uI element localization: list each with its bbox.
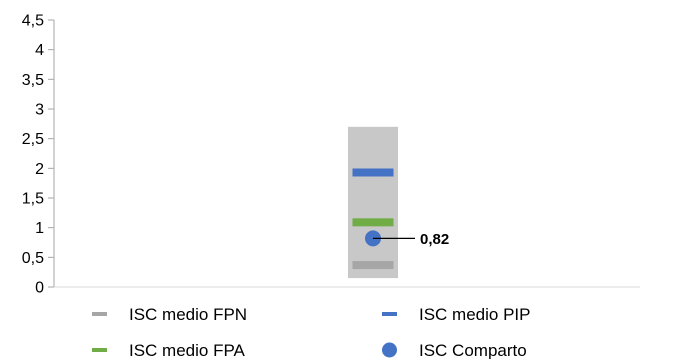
legend-swatch-isc-medio-fpn bbox=[92, 312, 107, 316]
y-tick-label: 4,5 bbox=[22, 13, 44, 30]
y-tick-label: 1 bbox=[35, 220, 44, 237]
legend-label-isc-medio-pip: ISC medio PIP bbox=[419, 305, 531, 324]
legend-swatch-isc-medio-fpa bbox=[92, 348, 107, 352]
y-tick-label: 4 bbox=[35, 42, 44, 59]
legend: ISC medio FPN ISC medio PIP ISC medio FPA I… bbox=[92, 305, 531, 359]
y-tick-label: 0,5 bbox=[22, 250, 44, 267]
mark-isc-medio-fpa bbox=[352, 218, 394, 227]
y-tick-label: 1,5 bbox=[22, 191, 44, 208]
range-band bbox=[348, 126, 398, 279]
y-tick-label: 3,5 bbox=[22, 72, 44, 89]
legend-label-isc-comparto: ISC Comparto bbox=[419, 341, 527, 359]
legend-label-isc-medio-fpn: ISC medio FPN bbox=[129, 305, 247, 324]
mark-isc-medio-pip bbox=[352, 168, 394, 177]
y-tick-label: 2,5 bbox=[22, 131, 44, 148]
mark-isc-medio-fpn bbox=[352, 261, 394, 270]
legend-label-isc-medio-fpa: ISC medio FPA bbox=[129, 341, 246, 359]
data-label: 0,82 bbox=[420, 231, 449, 248]
data-marks: 0,82 bbox=[352, 168, 449, 270]
y-tick-label: 2 bbox=[35, 161, 44, 178]
y-axis: 0 0,5 1 1,5 2 2,5 3 3,5 4 4,5 bbox=[22, 13, 640, 297]
y-tick-label: 0 bbox=[35, 280, 44, 297]
range-band-group bbox=[348, 126, 398, 279]
y-tick-label: 3 bbox=[35, 102, 44, 119]
legend-swatch-isc-medio-pip bbox=[382, 312, 397, 316]
legend-swatch-isc-comparto bbox=[382, 342, 397, 358]
